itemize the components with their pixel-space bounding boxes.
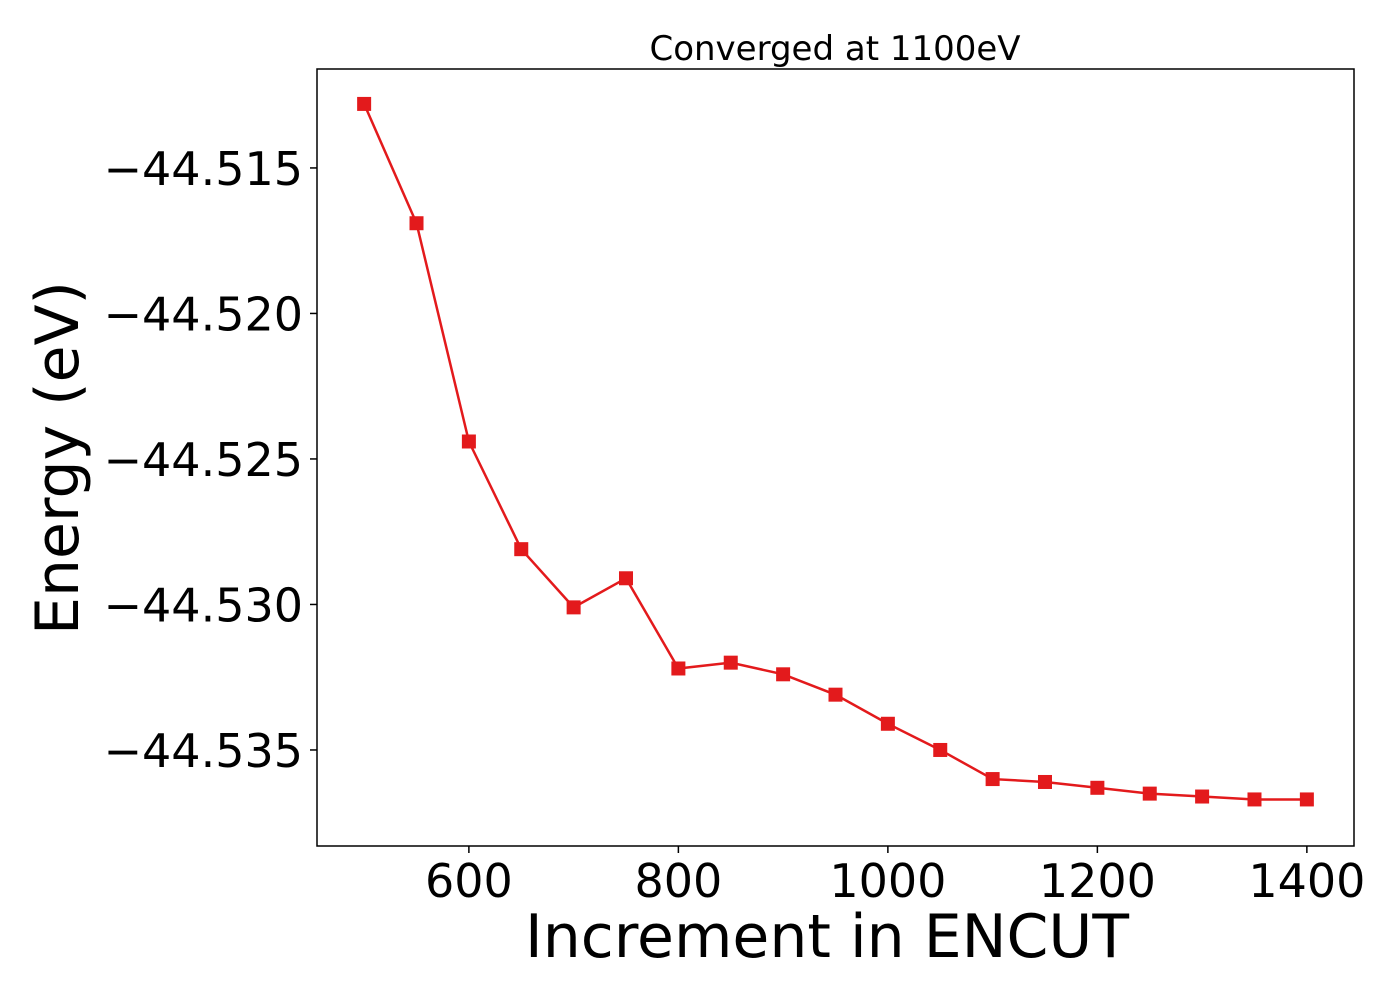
data-point-marker: [1090, 780, 1105, 795]
y-tick-label: −44.515: [104, 142, 304, 196]
x-tick-label: 1000: [829, 854, 946, 908]
plot-area: [357, 96, 1314, 807]
y-tick-label: −44.525: [104, 433, 304, 487]
x-tick-label: 800: [634, 854, 722, 908]
data-point-marker: [828, 687, 843, 702]
data-point-marker: [619, 571, 634, 586]
data-point-marker: [461, 434, 476, 449]
y-tick-label: −44.520: [104, 287, 304, 341]
data-point-marker: [1247, 792, 1262, 807]
data-point-marker: [357, 96, 372, 111]
x-tick-label: 600: [425, 854, 513, 908]
data-point-marker: [1299, 792, 1314, 807]
data-point-marker: [723, 655, 738, 670]
y-tick-label: −44.530: [104, 578, 304, 632]
data-point-marker: [409, 216, 424, 231]
y-tick-label: −44.535: [104, 724, 304, 778]
data-point-marker: [1142, 786, 1157, 801]
y-axis: −44.515 −44.520 −44.525 −44.530 −44.535: [104, 142, 317, 778]
x-tick-label: 1200: [1039, 854, 1156, 908]
data-point-marker: [514, 542, 529, 557]
y-axis-title: Energy (eV): [23, 281, 93, 635]
data-point-marker: [1037, 774, 1052, 789]
plot-frame: [316, 68, 1355, 847]
x-axis-title: Increment in ENCUT: [525, 902, 1129, 972]
data-point-marker: [776, 667, 791, 682]
data-point-marker: [933, 742, 948, 757]
data-point-marker: [880, 716, 895, 731]
data-point-marker: [671, 661, 686, 676]
data-point-marker: [985, 772, 1000, 787]
chart-title: Converged at 1100eV: [649, 29, 1020, 69]
data-point-marker: [566, 600, 581, 615]
x-axis: 600 800 1000 1200 1400: [425, 846, 1365, 908]
data-point-marker: [1195, 789, 1210, 804]
x-tick-label: 1400: [1248, 854, 1365, 908]
